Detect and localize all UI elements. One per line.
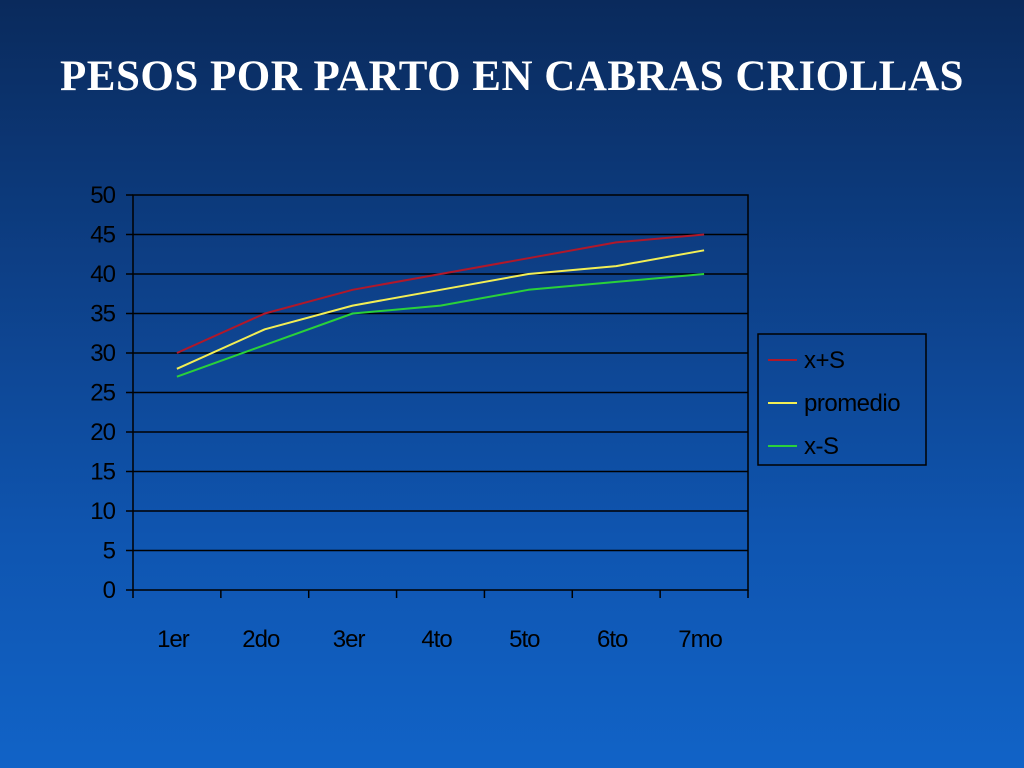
x-tick-label: 6to	[597, 626, 628, 653]
series-line	[176, 273, 705, 378]
series-lines	[176, 233, 705, 378]
x-tick-label: 4to	[421, 626, 452, 653]
gridlines	[133, 233, 748, 552]
y-tick-label: 5	[103, 538, 116, 565]
legend-label: x+S	[804, 347, 845, 374]
y-axis: 0 5 10 15 20 25 30 35 40 45 50	[90, 182, 133, 604]
legend-box	[757, 333, 927, 466]
y-tick-label: 25	[90, 380, 115, 407]
y-tick-label: 20	[90, 419, 115, 446]
legend: x+S promedio x-S	[757, 333, 927, 466]
y-tick-label: 15	[90, 459, 115, 486]
y-tick-label: 30	[90, 340, 115, 367]
x-axis: 1er 2do 3er 4to 5to 6to 7mo	[132, 590, 749, 653]
series-line	[176, 249, 705, 370]
x-tick-label: 3er	[333, 626, 366, 653]
x-tick-label: 2do	[242, 626, 280, 653]
y-tick-label: 35	[90, 301, 115, 328]
y-tick-label: 50	[90, 182, 115, 209]
slide-title: PESOS POR PARTO EN CABRAS CRIOLLAS	[60, 53, 964, 100]
y-tick-label: 40	[90, 261, 115, 288]
y-tick-label: 45	[90, 222, 115, 249]
series-line	[176, 233, 705, 354]
y-tick-label: 10	[90, 498, 115, 525]
x-tick-label: 7mo	[678, 626, 722, 653]
y-tick-label: 0	[103, 577, 116, 604]
legend-label: promedio	[804, 390, 900, 417]
x-tick-label: 1er	[157, 626, 190, 653]
x-tick-label: 5to	[509, 626, 540, 653]
legend-label: x-S	[804, 433, 839, 460]
